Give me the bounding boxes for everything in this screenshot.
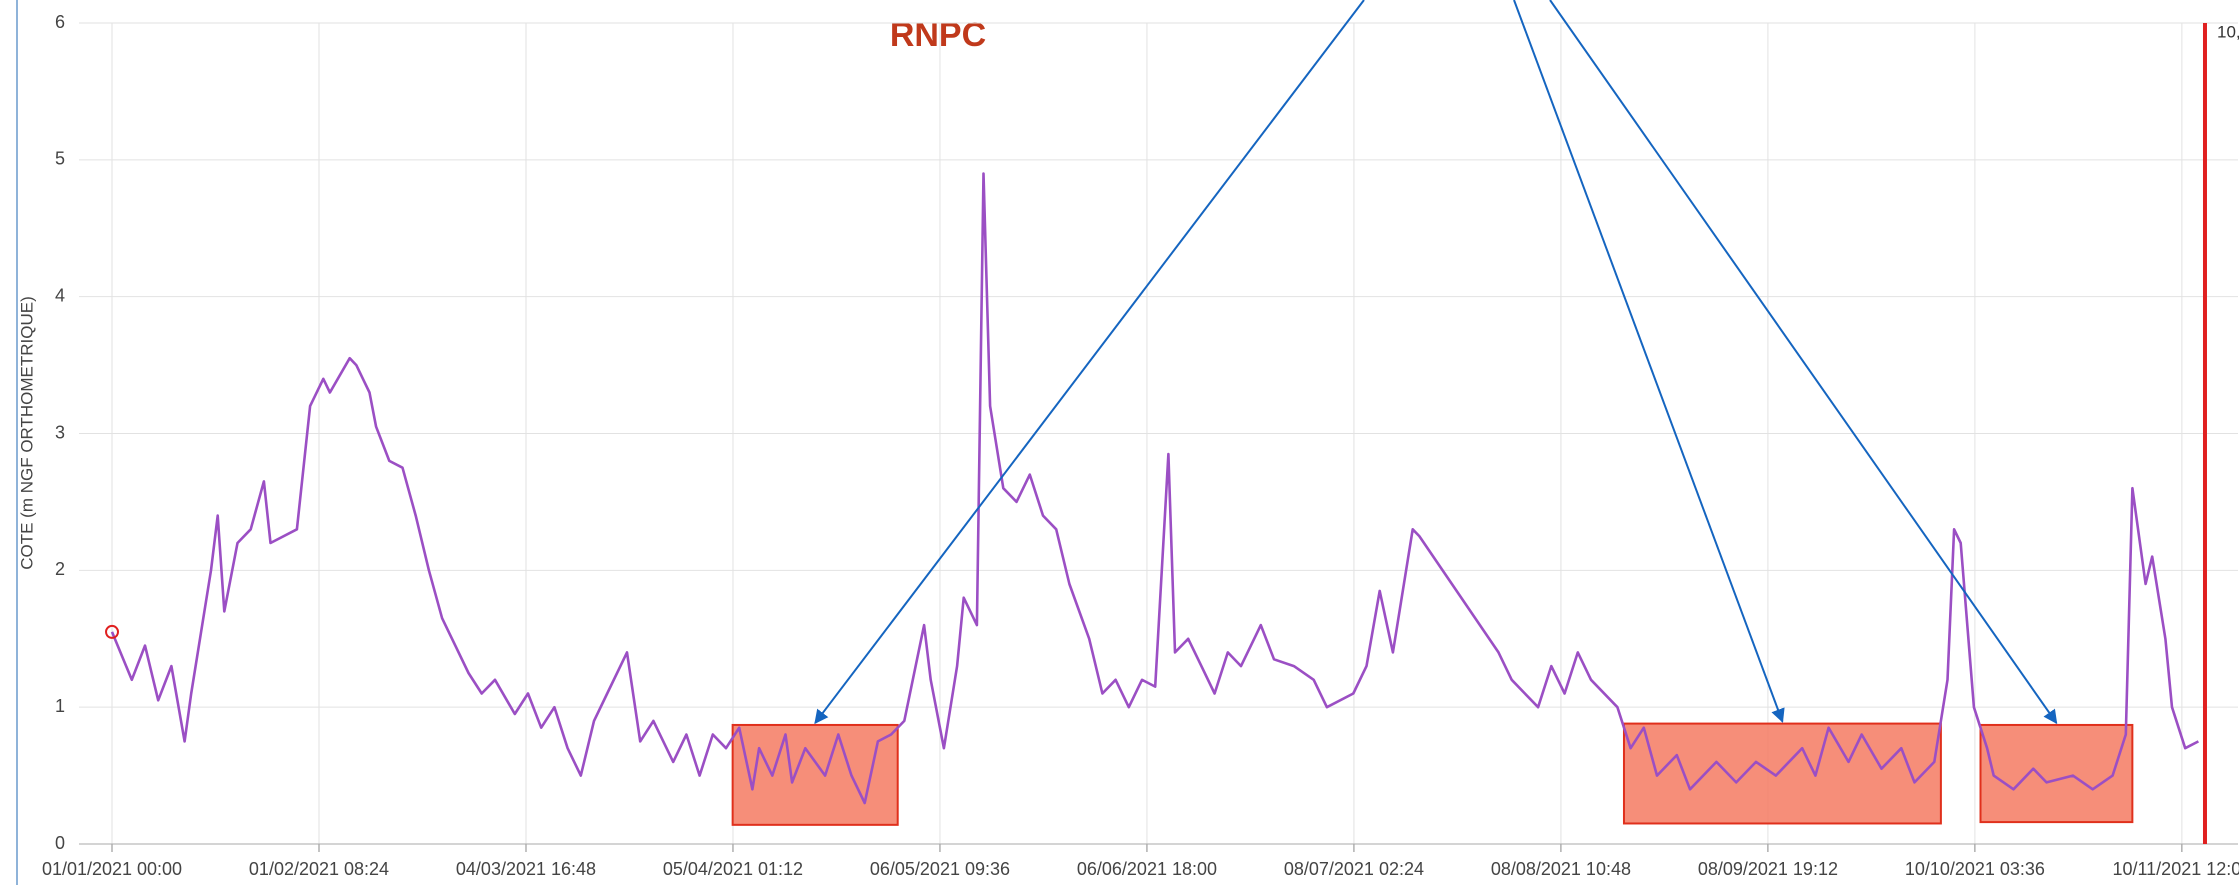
highlight-box: [731, 723, 899, 826]
marker-label: 10,: [2217, 22, 2239, 41]
x-tick-label: 10/11/2021 12:00: [2112, 859, 2239, 879]
y-axis-title: COTE (m NGF ORTHOMETRIQUE): [17, 296, 36, 570]
x-tick-label: 10/10/2021 03:36: [1905, 859, 2045, 879]
highlight-box: [1622, 722, 1942, 825]
x-tick-label: 06/05/2021 09:36: [870, 859, 1010, 879]
start-point: [105, 624, 120, 639]
y-tick-label: 5: [55, 149, 65, 169]
x-tick-label: 05/04/2021 01:12: [663, 859, 803, 879]
x-tick-label: 08/07/2021 02:24: [1284, 859, 1424, 879]
x-tick-label: 08/08/2021 10:48: [1491, 859, 1631, 879]
y-tick-label: 1: [55, 696, 65, 716]
highlight-box: [1979, 723, 2134, 824]
y-tick-label: 0: [55, 833, 65, 853]
data-line: [110, 172, 2199, 805]
arrow: [1513, 0, 1785, 723]
x-tick-label: 06/06/2021 18:00: [1077, 859, 1217, 879]
y-tick-label: 4: [55, 285, 65, 305]
y-tick-label: 2: [55, 559, 65, 579]
y-tick-label: 6: [55, 12, 65, 32]
x-tick-label: 01/02/2021 08:24: [249, 859, 389, 879]
arrow: [814, 0, 1365, 725]
chart-title: RNPC: [890, 16, 986, 54]
x-tick-label: 01/01/2021 00:00: [42, 859, 182, 879]
arrow: [1549, 0, 2058, 725]
y-tick-label: 3: [55, 422, 65, 442]
x-tick-label: 04/03/2021 16:48: [456, 859, 596, 879]
x-tick-label: 08/09/2021 19:12: [1698, 859, 1838, 879]
